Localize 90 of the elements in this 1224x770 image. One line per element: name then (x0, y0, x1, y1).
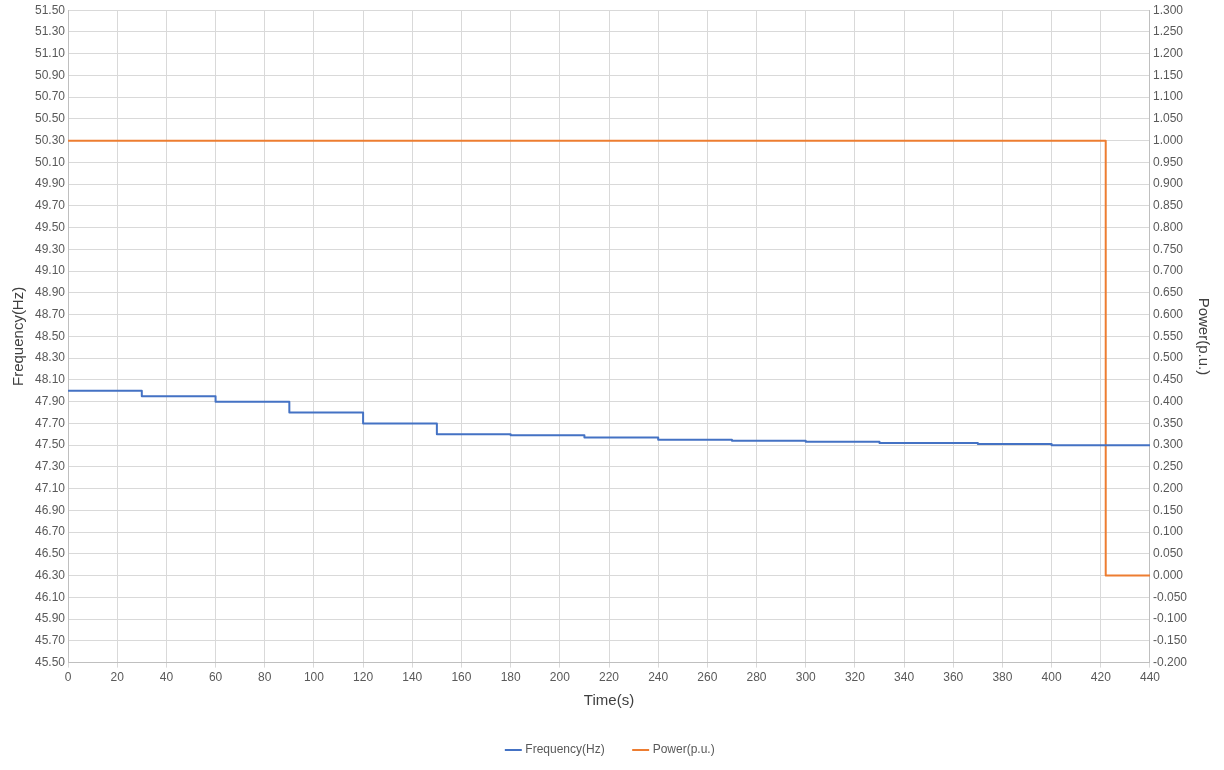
y-tick-label: 46.50 (35, 546, 66, 561)
y-tick-label: 45.90 (35, 611, 66, 626)
y2-tick-label: 0.400 (1152, 393, 1184, 408)
y-tick-label: 50.30 (35, 132, 66, 147)
x-tick-label: 440 (1139, 670, 1161, 685)
y-tick-label: 50.10 (35, 154, 66, 169)
x-tick-label: 100 (303, 670, 325, 685)
y-tick-label: 51.10 (35, 46, 66, 61)
y2-tick-label: 0.050 (1152, 546, 1184, 561)
y-tick-label: 48.70 (35, 306, 66, 321)
y2-tick-label: 0.000 (1152, 567, 1184, 582)
y2-tick-label: 0.650 (1152, 285, 1184, 300)
y2-tick-label: 1.150 (1152, 67, 1184, 82)
y2-tick-label: 0.300 (1152, 437, 1184, 452)
x-tick-label: 180 (500, 670, 521, 685)
y-tick-label: 46.90 (35, 502, 66, 517)
x-tick-label: 340 (894, 670, 915, 685)
x-tick-label: 20 (110, 670, 125, 685)
y2-tick-label: 0.450 (1152, 372, 1184, 387)
y-tick-label: 50.70 (35, 89, 66, 104)
y2-tick-label: 0.250 (1152, 459, 1184, 474)
y2-tick-label: 0.100 (1152, 524, 1184, 539)
y-tick-label: 48.30 (35, 350, 66, 365)
y2-tick-label: 0.750 (1152, 241, 1184, 256)
y-tick-label: 48.50 (35, 328, 66, 343)
y-tick-label: 49.30 (35, 241, 66, 256)
y2-tick-label: -0.050 (1152, 589, 1188, 604)
y2-tick-label: 0.950 (1152, 154, 1184, 169)
x-tick-label: 320 (844, 670, 866, 685)
legend-label: Power(p.u.) (652, 742, 715, 757)
y-tick-label: 51.50 (35, 2, 66, 17)
y-tick-label: 46.30 (35, 567, 66, 582)
x-tick-label: 400 (1041, 670, 1062, 685)
y-tick-label: 49.50 (35, 219, 66, 234)
y-tick-label: 46.10 (35, 589, 66, 604)
y2-tick-label: -0.100 (1152, 611, 1188, 626)
x-tick-label: 240 (648, 670, 669, 685)
x-tick-label: 300 (795, 670, 817, 685)
y-tick-label: 49.70 (35, 198, 66, 213)
x-tick-label: 140 (402, 670, 423, 685)
y2-tick-label: 0.900 (1152, 176, 1184, 191)
y-tick-label: 47.70 (35, 415, 66, 430)
y2-tick-label: 0.850 (1152, 198, 1184, 213)
legend-label: Frequency(Hz) (525, 742, 605, 757)
y-tick-label: 45.70 (35, 633, 66, 648)
y2-tick-label: 1.250 (1152, 24, 1184, 39)
x-tick-label: 420 (1090, 670, 1112, 685)
y-tick-label: 46.70 (35, 524, 66, 539)
y2-tick-label: 0.700 (1152, 263, 1184, 278)
y-tick-label: 49.10 (35, 263, 66, 278)
x-tick-label: 360 (943, 670, 964, 685)
x-tick-label: 380 (992, 670, 1013, 685)
y2-tick-label: 0.550 (1152, 328, 1184, 343)
y-tick-label: 47.90 (35, 393, 66, 408)
y2-tick-label: 0.150 (1152, 502, 1184, 517)
y-tick-label: 49.90 (35, 176, 66, 191)
x-tick-label: 40 (159, 670, 174, 685)
y2-tick-label: 1.200 (1152, 46, 1184, 61)
y2-tick-label: 0.800 (1152, 219, 1184, 234)
y-tick-label: 48.10 (35, 372, 66, 387)
x-tick-label: 220 (598, 670, 620, 685)
x-tick-label: 80 (258, 670, 272, 685)
y-axis-title: Frequency(Hz) (9, 286, 27, 386)
y-tick-label: 50.90 (35, 67, 66, 82)
y-tick-label: 51.30 (35, 24, 66, 39)
y2-tick-label: 0.600 (1152, 306, 1184, 321)
y-tick-label: 50.50 (35, 111, 66, 126)
x-tick-label: 280 (746, 670, 767, 685)
x-tick-label: 0 (64, 670, 72, 685)
y2-tick-label: -0.150 (1152, 633, 1188, 648)
y-tick-label: 47.50 (35, 437, 66, 452)
x-axis-title: Time(s) (583, 691, 635, 709)
y-tick-label: 45.50 (35, 654, 66, 669)
y2-tick-label: 0.500 (1152, 350, 1184, 365)
y2-tick-label: 1.050 (1152, 111, 1184, 126)
x-tick-label: 120 (353, 670, 374, 685)
x-tick-label: 60 (208, 670, 223, 685)
y2-tick-label: 1.000 (1152, 132, 1184, 147)
y2-tick-label: 0.200 (1152, 480, 1184, 495)
y2-tick-label: 0.350 (1152, 415, 1184, 430)
y2-axis-title: Power(p.u.) (1195, 297, 1213, 376)
x-tick-label: 200 (549, 670, 571, 685)
y-tick-label: 47.30 (35, 459, 66, 474)
x-tick-label: 160 (451, 670, 472, 685)
y2-tick-label: -0.200 (1152, 654, 1188, 669)
y-tick-label: 47.10 (35, 480, 66, 495)
x-tick-label: 260 (697, 670, 718, 685)
y2-tick-label: 1.100 (1152, 89, 1184, 104)
y2-tick-label: 1.300 (1152, 2, 1184, 17)
y-tick-label: 48.90 (35, 285, 66, 300)
